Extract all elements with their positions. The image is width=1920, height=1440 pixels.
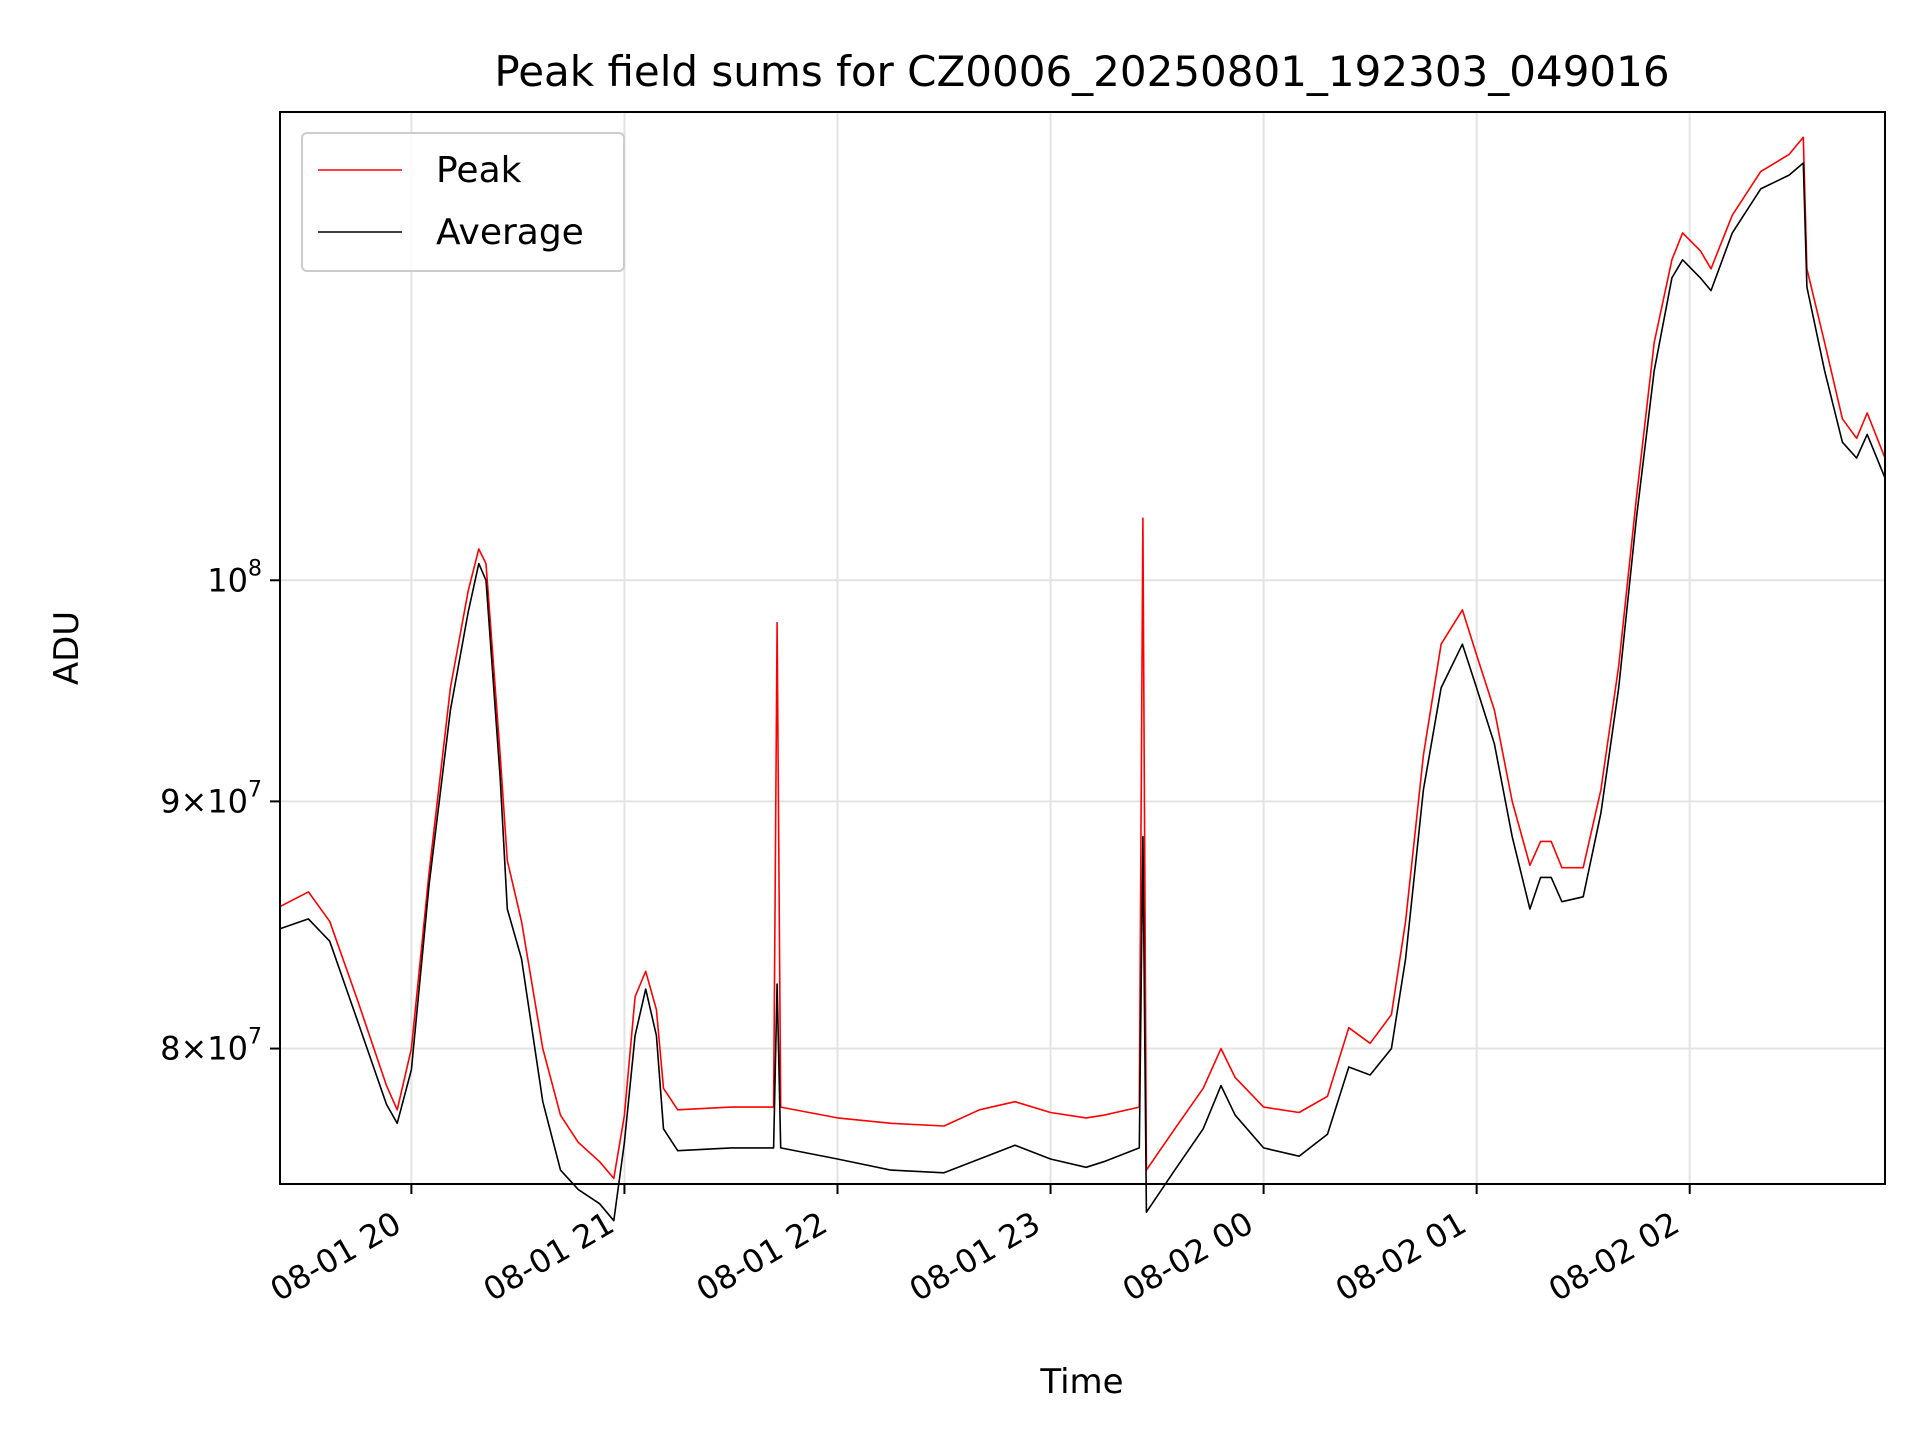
y-tick-label: 108 <box>207 556 262 599</box>
series-line-peak <box>279 136 1886 1180</box>
grid <box>280 112 1885 1184</box>
y-tick-exponent: 8 <box>248 556 262 581</box>
legend-label-peak: Peak <box>436 150 522 191</box>
legend: Peak Average <box>301 132 625 272</box>
x-axis: 08-01 20 08-01 21 08-01 22 08-01 23 08-02 00… <box>264 1184 1691 1309</box>
x-tick-label: 08-02 02 <box>1542 1204 1686 1309</box>
x-axis-label: Time <box>1039 1362 1123 1402</box>
series-line-average <box>279 162 1886 1222</box>
y-tick-mantissa: 9× <box>160 782 207 820</box>
y-tick-mantissa: 8× <box>160 1030 207 1068</box>
y-axis-label: ADU <box>47 611 87 685</box>
x-tick-label: 08-01 20 <box>264 1204 408 1309</box>
x-tick-label: 08-01 21 <box>477 1204 621 1309</box>
y-tick-label: 8×107 <box>160 1025 262 1068</box>
y-tick-base: 10 <box>207 561 248 599</box>
plot-frame <box>279 111 1886 1185</box>
x-tick-label: 08-02 00 <box>1116 1204 1260 1309</box>
y-tick-exponent: 7 <box>248 1025 262 1050</box>
y-tick-base: 10 <box>207 1030 248 1068</box>
legend-label-average: Average <box>436 212 584 253</box>
y-tick-base: 10 <box>207 782 248 820</box>
x-tick-label: 08-01 23 <box>903 1204 1047 1309</box>
y-tick-exponent: 7 <box>248 777 262 802</box>
y-tick-label: 9×107 <box>160 777 262 820</box>
x-tick-label: 08-02 01 <box>1329 1204 1473 1309</box>
x-tick-label: 08-01 22 <box>690 1204 834 1309</box>
chart-title: Peak field sums for CZ0006_20250801_1923… <box>494 47 1669 96</box>
plot-lines <box>279 136 1886 1222</box>
legend-box <box>301 132 625 272</box>
